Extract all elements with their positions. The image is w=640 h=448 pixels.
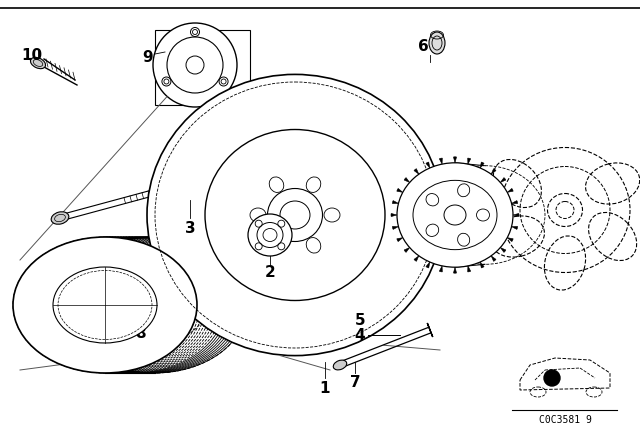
Ellipse shape <box>53 267 157 343</box>
Ellipse shape <box>426 194 438 206</box>
Wedge shape <box>439 266 442 272</box>
Ellipse shape <box>324 208 340 222</box>
Wedge shape <box>414 256 419 261</box>
Polygon shape <box>155 30 250 105</box>
Wedge shape <box>454 157 456 163</box>
Text: 3: 3 <box>185 220 195 236</box>
Wedge shape <box>511 201 518 203</box>
Wedge shape <box>392 226 399 229</box>
Wedge shape <box>511 226 518 229</box>
Wedge shape <box>480 262 484 268</box>
Text: 8: 8 <box>134 326 145 340</box>
Ellipse shape <box>162 77 171 86</box>
Ellipse shape <box>429 32 445 54</box>
Wedge shape <box>426 262 430 268</box>
Ellipse shape <box>51 212 69 224</box>
Ellipse shape <box>413 181 497 250</box>
Wedge shape <box>468 158 470 164</box>
Ellipse shape <box>333 360 347 370</box>
Ellipse shape <box>426 224 438 237</box>
Wedge shape <box>414 169 419 174</box>
Ellipse shape <box>306 177 321 193</box>
Ellipse shape <box>306 237 321 253</box>
Ellipse shape <box>219 77 228 86</box>
Ellipse shape <box>477 209 490 221</box>
Ellipse shape <box>31 57 45 69</box>
Text: 5: 5 <box>355 313 365 327</box>
Text: 2: 2 <box>264 264 275 280</box>
Ellipse shape <box>458 184 470 197</box>
Text: 6: 6 <box>418 39 428 53</box>
Ellipse shape <box>269 177 284 193</box>
Polygon shape <box>428 323 433 337</box>
Wedge shape <box>513 213 519 216</box>
Ellipse shape <box>250 208 266 222</box>
Wedge shape <box>404 248 410 252</box>
Wedge shape <box>397 237 403 241</box>
Ellipse shape <box>147 74 443 356</box>
Wedge shape <box>391 213 397 216</box>
Wedge shape <box>508 237 513 241</box>
Wedge shape <box>491 169 496 174</box>
Wedge shape <box>397 189 403 192</box>
Text: 7: 7 <box>349 375 360 389</box>
Wedge shape <box>392 201 399 203</box>
Text: 10: 10 <box>21 47 43 63</box>
Ellipse shape <box>397 163 513 267</box>
Ellipse shape <box>191 27 200 36</box>
Ellipse shape <box>268 189 323 241</box>
Text: C0C3581 9: C0C3581 9 <box>539 415 591 425</box>
Text: 1: 1 <box>320 380 330 396</box>
Ellipse shape <box>13 237 197 373</box>
Ellipse shape <box>269 237 284 253</box>
Circle shape <box>544 370 560 386</box>
Text: 9: 9 <box>143 49 154 65</box>
Ellipse shape <box>153 23 237 107</box>
Wedge shape <box>426 162 430 168</box>
Wedge shape <box>439 158 442 164</box>
Wedge shape <box>491 256 496 261</box>
Wedge shape <box>454 267 456 273</box>
Wedge shape <box>508 189 513 192</box>
Wedge shape <box>480 162 484 168</box>
Polygon shape <box>155 237 247 339</box>
Text: 4: 4 <box>355 327 365 343</box>
Ellipse shape <box>248 214 292 256</box>
Wedge shape <box>468 266 470 272</box>
Ellipse shape <box>458 233 470 246</box>
Wedge shape <box>500 248 506 252</box>
Wedge shape <box>404 177 410 182</box>
Wedge shape <box>500 177 506 182</box>
